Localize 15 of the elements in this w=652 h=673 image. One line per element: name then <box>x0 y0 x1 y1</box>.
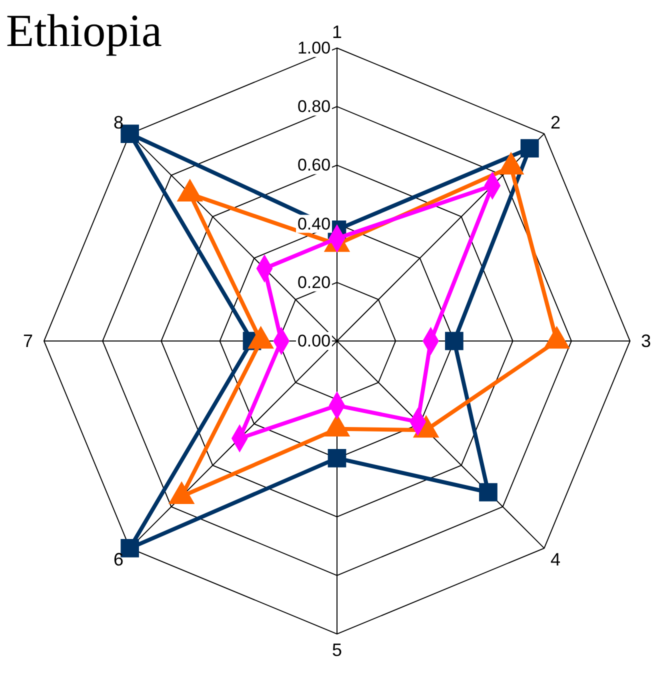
y-tick-label: 0.60 <box>297 156 331 175</box>
spoke-label: 6 <box>113 549 124 570</box>
spoke-label: 8 <box>113 112 124 133</box>
spoke-label: 2 <box>550 112 561 133</box>
spoke-label: 5 <box>332 640 342 660</box>
spoke-label: 3 <box>640 331 652 351</box>
spoke-label: 1 <box>332 22 342 42</box>
spoke-label: 4 <box>550 549 561 570</box>
chart-title: Ethiopia <box>6 5 162 56</box>
y-tick-label: 1.00 <box>297 38 331 58</box>
y-tick-label: 0.80 <box>297 97 331 116</box>
y-tick-label: 0.00 <box>297 332 331 350</box>
spoke-label: 7 <box>22 331 34 351</box>
y-tick-label: 0.40 <box>297 214 331 234</box>
y-tick-label: 0.20 <box>297 272 331 292</box>
